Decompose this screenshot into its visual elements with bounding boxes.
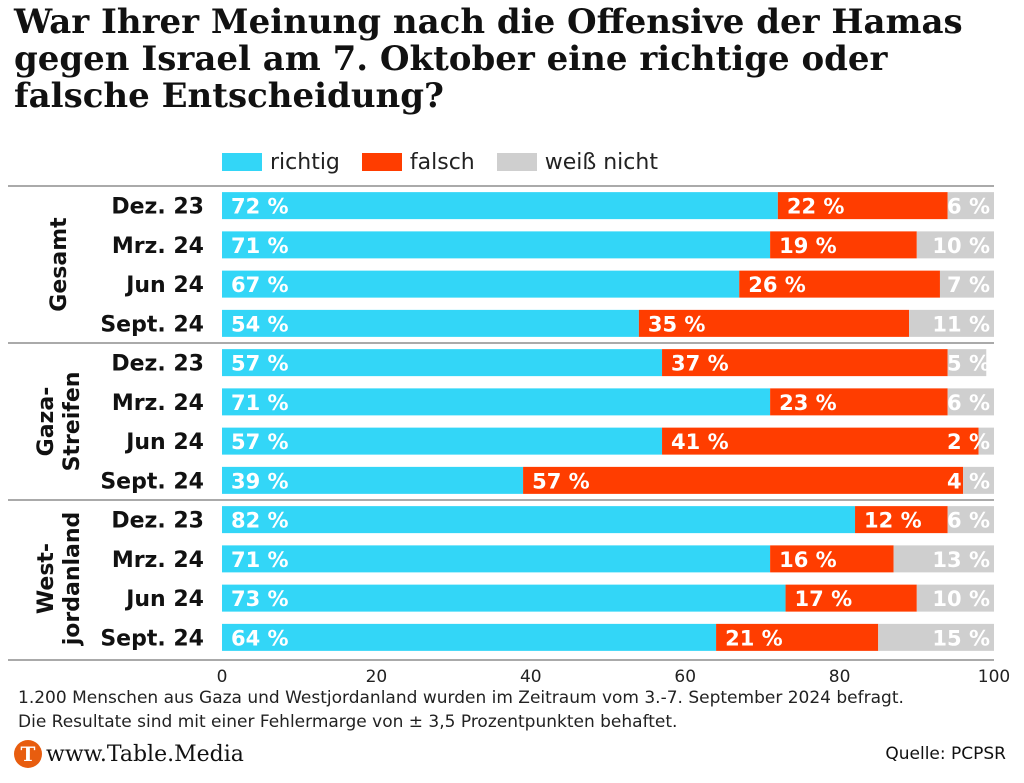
data-label-weiss-nicht: 5 %: [947, 352, 990, 376]
stacked-bar-chart: Dez. 23 72 % 22 % 6 % Mrz. 24 71 % 19 % 10 % Jun…: [0, 0, 1024, 690]
data-label-falsch: 26 %: [748, 273, 806, 297]
row-label: Sept. 24: [100, 312, 204, 337]
data-label-richtig: 72 %: [231, 195, 289, 219]
data-label-richtig: 57 %: [231, 430, 289, 454]
bar-richtig: [222, 231, 770, 258]
table-media-logo-text: www.Table.Media: [46, 742, 244, 767]
x-tick-label: 40: [520, 667, 542, 687]
bar-richtig: [222, 545, 770, 572]
data-label-falsch: 22 %: [787, 195, 845, 219]
row-label: Mrz. 24: [112, 234, 204, 259]
table-media-logo: T www.Table.Media: [14, 740, 244, 768]
data-label-weiss-nicht: 6 %: [947, 195, 990, 219]
x-tick-label: 60: [674, 667, 696, 687]
data-label-richtig: 71 %: [231, 391, 289, 415]
data-label-falsch: 17 %: [795, 587, 853, 611]
data-label-falsch: 19 %: [779, 234, 837, 258]
x-tick-label: 100: [978, 667, 1010, 687]
group-label: Gaza-: [34, 387, 59, 457]
data-label-falsch: 12 %: [864, 509, 922, 533]
x-tick-label: 0: [217, 667, 228, 687]
data-label-weiss-nicht: 6 %: [947, 509, 990, 533]
data-label-richtig: 39 %: [231, 469, 289, 493]
data-label-weiss-nicht: 11 %: [932, 312, 990, 336]
row-label: Sept. 24: [100, 469, 204, 494]
data-label-richtig: 54 %: [231, 312, 289, 336]
survey-note: 1.200 Menschen aus Gaza und Westjordanla…: [18, 686, 904, 734]
data-label-weiss-nicht: 15 %: [932, 626, 990, 650]
bar-richtig: [222, 271, 739, 298]
data-label-weiss-nicht: 13 %: [932, 548, 990, 572]
data-label-falsch: 37 %: [671, 352, 729, 376]
data-label-richtig: 64 %: [231, 626, 289, 650]
x-tick-label: 20: [366, 667, 388, 687]
data-label-richtig: 57 %: [231, 352, 289, 376]
row-label: Sept. 24: [100, 626, 204, 651]
table-media-logo-icon: T: [14, 740, 42, 768]
group-label: Gesamt: [47, 217, 72, 312]
data-label-richtig: 67 %: [231, 273, 289, 297]
bar-richtig: [222, 585, 786, 612]
data-label-falsch: 41 %: [671, 430, 729, 454]
row-label: Dez. 23: [111, 509, 204, 534]
data-label-falsch: 21 %: [725, 626, 783, 650]
data-label-richtig: 71 %: [231, 548, 289, 572]
bar-richtig: [222, 506, 855, 533]
x-tick-label: 80: [829, 667, 851, 687]
data-label-weiss-nicht: 4 %: [947, 469, 990, 493]
data-label-weiss-nicht: 10 %: [932, 587, 990, 611]
data-label-falsch: 23 %: [779, 391, 837, 415]
survey-note-line-1: 1.200 Menschen aus Gaza und Westjordanla…: [18, 686, 904, 710]
data-label-weiss-nicht: 10 %: [932, 234, 990, 258]
group-label: jordanland: [60, 512, 85, 647]
data-label-richtig: 82 %: [231, 509, 289, 533]
row-label: Jun 24: [124, 273, 204, 298]
row-label: Mrz. 24: [112, 391, 204, 416]
data-label-weiss-nicht: 7 %: [947, 273, 990, 297]
data-label-weiss-nicht: 2 %: [947, 430, 990, 454]
data-label-richtig: 73 %: [231, 587, 289, 611]
group-label: West-: [34, 543, 59, 614]
group-label: Streifen: [60, 372, 85, 472]
survey-note-line-2: Die Resultate sind mit einer Fehlermarge…: [18, 710, 904, 734]
data-label-weiss-nicht: 6 %: [947, 391, 990, 415]
row-label: Jun 24: [124, 587, 204, 612]
data-label-falsch: 16 %: [779, 548, 837, 572]
row-label: Jun 24: [124, 430, 204, 455]
row-label: Dez. 23: [111, 195, 204, 220]
data-label-falsch: 35 %: [648, 312, 706, 336]
bar-richtig: [222, 624, 716, 651]
source-credit: Quelle: PCPSR: [885, 744, 1006, 764]
data-label-falsch: 57 %: [532, 469, 590, 493]
row-label: Dez. 23: [111, 352, 204, 377]
bar-richtig: [222, 388, 770, 415]
bar-richtig: [222, 192, 778, 219]
row-label: Mrz. 24: [112, 548, 204, 573]
data-label-richtig: 71 %: [231, 234, 289, 258]
